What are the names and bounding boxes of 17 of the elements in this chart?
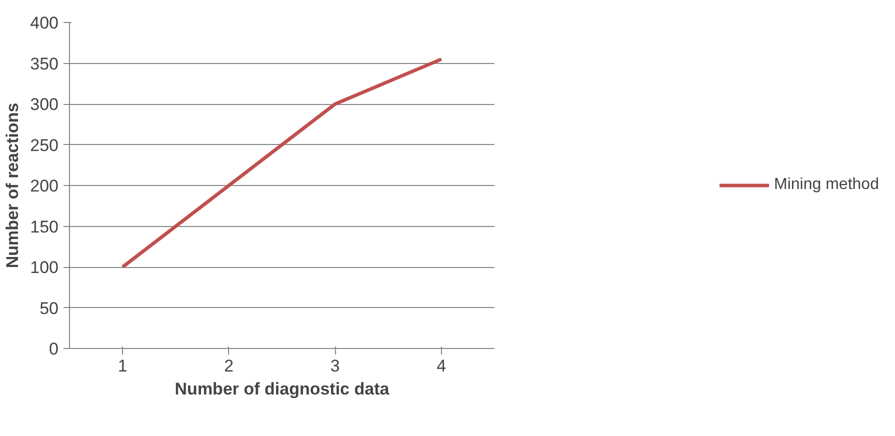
y-tick-label: 100 — [30, 258, 59, 277]
legend-label: Mining method — [774, 176, 879, 194]
x-tick-label: 4 — [436, 356, 446, 376]
x-tick-label: 1 — [118, 356, 128, 376]
y-tick-label: 350 — [30, 54, 59, 74]
x-tick-label: 3 — [330, 356, 340, 376]
y-tick-label: 200 — [30, 176, 59, 196]
y-tick-label: 300 — [30, 95, 59, 114]
y-tick-label: 50 — [40, 298, 59, 318]
y-tick-label: 250 — [30, 136, 59, 155]
line-series — [120, 57, 444, 269]
x-axis-title: Number of diagnostic data — [174, 380, 390, 398]
y-tick-label: 150 — [30, 217, 59, 236]
y-tick-label: 0 — [49, 340, 59, 358]
x-tick-label: 2 — [224, 356, 234, 376]
y-axis-title: Number of reactions — [3, 102, 22, 268]
y-tick-label: 400 — [30, 14, 59, 32]
